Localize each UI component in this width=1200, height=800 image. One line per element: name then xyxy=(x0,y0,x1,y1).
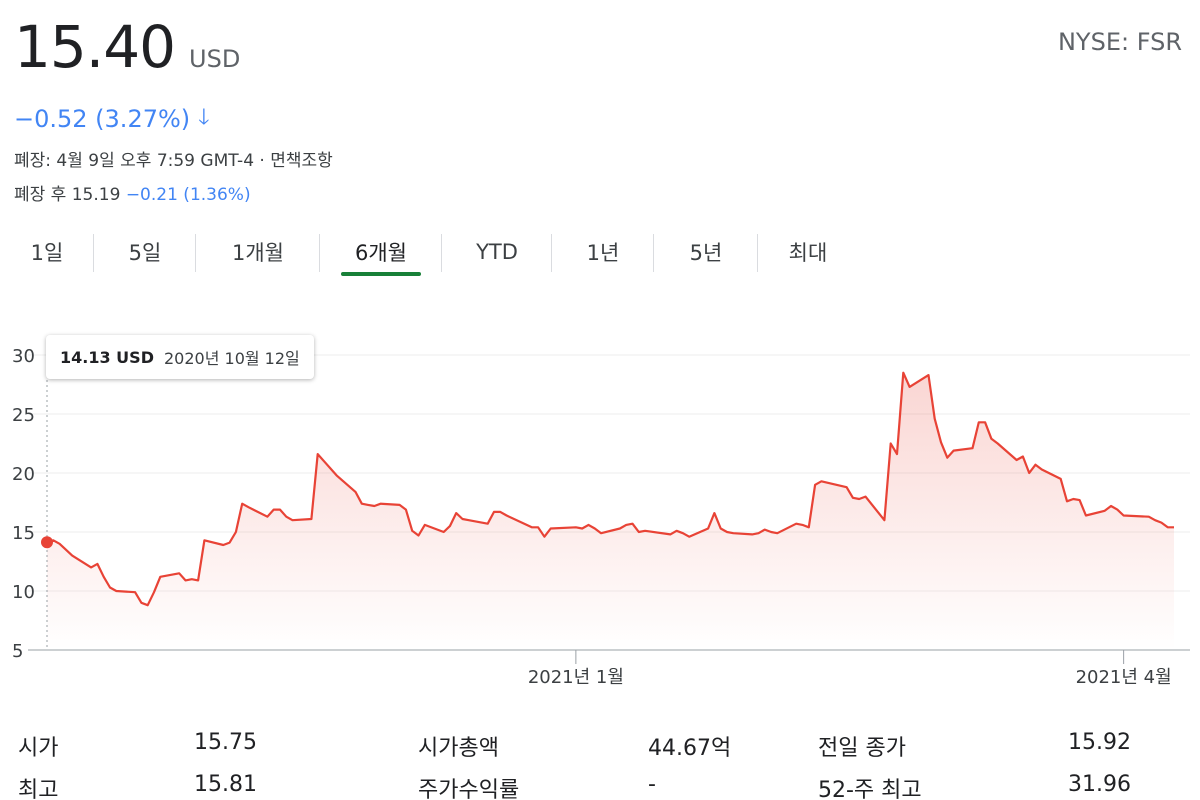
y-tick-label: 20 xyxy=(12,464,35,485)
stat-value-open: 15.75 xyxy=(194,730,257,755)
stat-value-prev-close: 15.92 xyxy=(1068,730,1131,755)
stat-value-52w-high: 31.96 xyxy=(1068,772,1131,797)
stat-value-high: 15.81 xyxy=(194,772,257,797)
price-area-fill xyxy=(47,372,1174,650)
stats-table: 시가 15.75 시가총액 44.67억 전일 종가 15.92 최고 15.8… xyxy=(18,730,1188,800)
ticker-symbol: NYSE: FSR xyxy=(1057,28,1182,56)
stat-label-market-cap: 시가총액 xyxy=(418,736,499,761)
price-change-value: −0.52 (3.27%) xyxy=(14,105,191,133)
y-tick-label: 15 xyxy=(12,523,35,544)
y-tick-label: 25 xyxy=(12,405,35,426)
tab-1y[interactable]: 1년 xyxy=(552,232,654,272)
y-tick-label: 5 xyxy=(12,641,23,662)
currency-label: USD xyxy=(189,45,241,73)
tab-6m[interactable]: 6개월 xyxy=(320,232,442,272)
price-change: −0.52 (3.27%) 🡓 xyxy=(14,100,210,138)
range-tabs: 1일 5일 1개월 6개월 YTD 1년 5년 최대 xyxy=(0,232,858,278)
stat-label-52w-high: 52-주 최고 xyxy=(818,778,922,800)
stat-value-market-cap: 44.67억 xyxy=(648,736,732,761)
after-hours-price: 폐장 후 15.19 xyxy=(14,185,121,205)
y-tick-label: 30 xyxy=(12,346,35,367)
tab-ytd[interactable]: YTD xyxy=(442,232,552,272)
y-tick-label: 10 xyxy=(12,582,35,603)
stat-label-high: 최고 xyxy=(18,778,59,800)
stat-label-open: 시가 xyxy=(18,736,59,761)
tab-5d[interactable]: 5일 xyxy=(94,232,196,272)
tab-1m[interactable]: 1개월 xyxy=(196,232,320,272)
after-hours-change: −0.21 (1.36%) xyxy=(125,185,251,205)
tooltip-date: 2020년 10월 12일 xyxy=(163,349,300,368)
current-price: 15.40 xyxy=(14,13,176,81)
price-chart[interactable]: 30 25 20 15 10 5 2021년 1월 2021년 4월 xyxy=(0,320,1200,700)
price-line xyxy=(46,371,1174,607)
stat-label-pe-ratio: 주가수익률 xyxy=(418,778,520,800)
stat-value-pe-ratio: - xyxy=(648,772,656,797)
price-header: 15.40 USD xyxy=(14,18,240,76)
tab-5y[interactable]: 5년 xyxy=(654,232,758,272)
stat-label-prev-close: 전일 종가 xyxy=(818,736,906,761)
x-tick-label: 2021년 4월 xyxy=(1076,667,1172,688)
hover-point xyxy=(41,536,53,549)
x-tick-label: 2021년 1월 xyxy=(528,667,624,688)
chart-tooltip: 14.13 USD 2020년 10월 12일 xyxy=(46,335,314,379)
close-info: 폐장: 4월 9일 오후 7:59 GMT-4 · 면책조항 xyxy=(14,151,333,171)
arrow-down-icon: 🡓 xyxy=(198,105,210,130)
after-hours-info: 폐장 후 15.19 −0.21 (1.36%) xyxy=(14,180,251,205)
tab-1d[interactable]: 1일 xyxy=(0,232,94,272)
stats-row: 시가 15.75 시가총액 44.67억 전일 종가 15.92 xyxy=(18,730,1188,772)
stats-row: 최고 15.81 주가수익률 - 52-주 최고 31.96 xyxy=(18,772,1188,800)
tab-max[interactable]: 최대 xyxy=(788,241,828,265)
tooltip-price: 14.13 USD xyxy=(60,347,154,367)
